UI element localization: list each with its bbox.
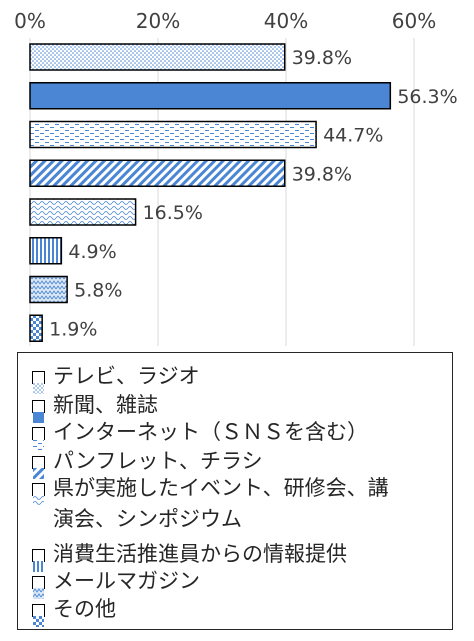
data-label: 39.8% bbox=[292, 47, 352, 69]
legend: テレビ、ラジオ 新聞、雑誌インターネット（ＳＮＳを含む） パンフレット、チラシ県が実… bbox=[17, 352, 453, 630]
legend-label: 新聞、雑誌 bbox=[53, 393, 158, 417]
bar bbox=[29, 314, 43, 342]
bar bbox=[29, 237, 63, 265]
legend-item: メールマガジン bbox=[32, 566, 200, 599]
bar bbox=[29, 120, 317, 149]
legend-label: テレビ、ラジオ bbox=[53, 364, 200, 388]
x-tick-label: 0% bbox=[14, 9, 46, 33]
legend-item: パンフレット、チラシ bbox=[32, 446, 263, 479]
data-label: 4.9% bbox=[68, 241, 116, 263]
bar bbox=[29, 275, 68, 304]
legend-swatch bbox=[32, 371, 45, 394]
legend-item: 消費生活推進員からの情報提供 bbox=[32, 539, 347, 572]
bar-chart: 0% 20% 40% 60% 39.8% 56.3% 44.7% 39.8% 16.5% 4.9… bbox=[14, 9, 458, 346]
legend-swatch bbox=[32, 576, 45, 599]
legend-swatch bbox=[32, 400, 45, 423]
legend-item: 新聞、雑誌 bbox=[32, 390, 158, 423]
legend-item: その他 bbox=[32, 594, 116, 627]
legend-swatch bbox=[32, 549, 45, 572]
legend-label: インターネット（ＳＮＳを含む） bbox=[53, 420, 368, 444]
bar bbox=[29, 82, 392, 110]
bar bbox=[29, 43, 286, 71]
legend-swatch bbox=[32, 456, 45, 479]
bar bbox=[29, 159, 286, 187]
legend-label: 消費生活推進員からの情報提供 bbox=[53, 542, 347, 566]
legend-item: 県が実施したイベント、研修会、講 演会、シンポジウム bbox=[32, 473, 389, 535]
data-label: 1.9% bbox=[49, 318, 97, 340]
legend-swatch bbox=[32, 604, 45, 627]
legend-item: テレビ、ラジオ bbox=[32, 361, 200, 394]
legend-label: メールマガジン bbox=[53, 569, 200, 593]
data-label: 39.8% bbox=[292, 163, 352, 185]
bar bbox=[29, 198, 137, 226]
x-axis-ticks: 0% 20% 40% 60% bbox=[14, 9, 436, 33]
data-label: 5.8% bbox=[74, 280, 122, 302]
x-tick-label: 60% bbox=[392, 9, 436, 33]
legend-label: パンフレット、チラシ bbox=[53, 449, 263, 473]
legend-item: インターネット（ＳＮＳを含む） bbox=[32, 417, 368, 450]
data-label: 16.5% bbox=[143, 202, 203, 224]
x-tick-label: 40% bbox=[264, 9, 308, 33]
data-labels: 39.8% 56.3% 44.7% 39.8% 16.5% 4.9% 5.8% 1.9% bbox=[49, 47, 458, 340]
data-label: 56.3% bbox=[397, 86, 457, 108]
data-label: 44.7% bbox=[323, 125, 383, 147]
bars bbox=[29, 43, 392, 342]
legend-swatch bbox=[32, 483, 45, 506]
x-tick-label: 20% bbox=[136, 9, 180, 33]
legend-label: その他 bbox=[53, 597, 116, 621]
legend-swatch bbox=[32, 427, 45, 450]
legend-label: 県が実施したイベント、研修会、講 演会、シンポジウム bbox=[53, 476, 389, 531]
